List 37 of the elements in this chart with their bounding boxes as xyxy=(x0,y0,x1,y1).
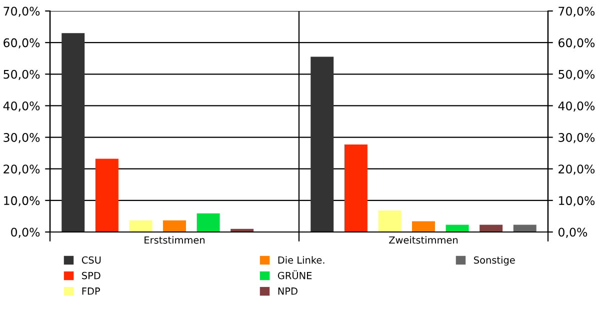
y2-tick-label: 20,0% xyxy=(558,164,595,175)
bar xyxy=(513,224,536,232)
bar xyxy=(62,33,85,232)
legend-label: GRÜNE xyxy=(278,270,312,280)
bar xyxy=(129,220,152,232)
legend-label: SPD xyxy=(82,272,100,280)
legend-label: NPD xyxy=(278,288,298,295)
y-tick-label: 50,0% xyxy=(4,70,40,80)
legend-label: FDP xyxy=(82,288,100,295)
legend-label: CSU xyxy=(82,256,101,264)
y2-tick-label: 60,0% xyxy=(558,38,595,48)
y2-tick-label: 50,0% xyxy=(558,70,595,80)
y-tick-label: 10,0% xyxy=(4,196,40,206)
y2-tick-label: 30,0% xyxy=(558,133,595,144)
y-tick-label: 70,0% xyxy=(4,6,40,17)
bar xyxy=(95,158,118,232)
y-tick-label: 30,0% xyxy=(4,133,40,144)
y2-tick-label: 70,0% xyxy=(558,6,595,17)
bar xyxy=(163,220,186,232)
bar xyxy=(480,224,503,232)
y-tick-label: 0,0% xyxy=(11,228,40,238)
bar xyxy=(310,56,334,232)
y2-tick-label: 40,0% xyxy=(558,101,595,112)
y-tick-label: 40,0% xyxy=(3,101,40,112)
y-tick-label: 20,0% xyxy=(4,164,40,175)
bar xyxy=(196,213,220,232)
y-tick-label: 60,0% xyxy=(4,38,40,48)
bar xyxy=(378,210,402,232)
bar xyxy=(446,224,469,232)
x-tick-label: Erststimmen xyxy=(144,236,205,244)
bar xyxy=(412,221,435,232)
bar xyxy=(344,144,368,232)
legend-label: Sonstige xyxy=(474,256,515,266)
y2-tick-label: 0,0% xyxy=(558,228,588,238)
legend-label: Die Linke. xyxy=(278,256,324,264)
y2-tick-label: 10,0% xyxy=(559,196,595,206)
x-tick-label: Zweitstimmen xyxy=(389,236,458,244)
